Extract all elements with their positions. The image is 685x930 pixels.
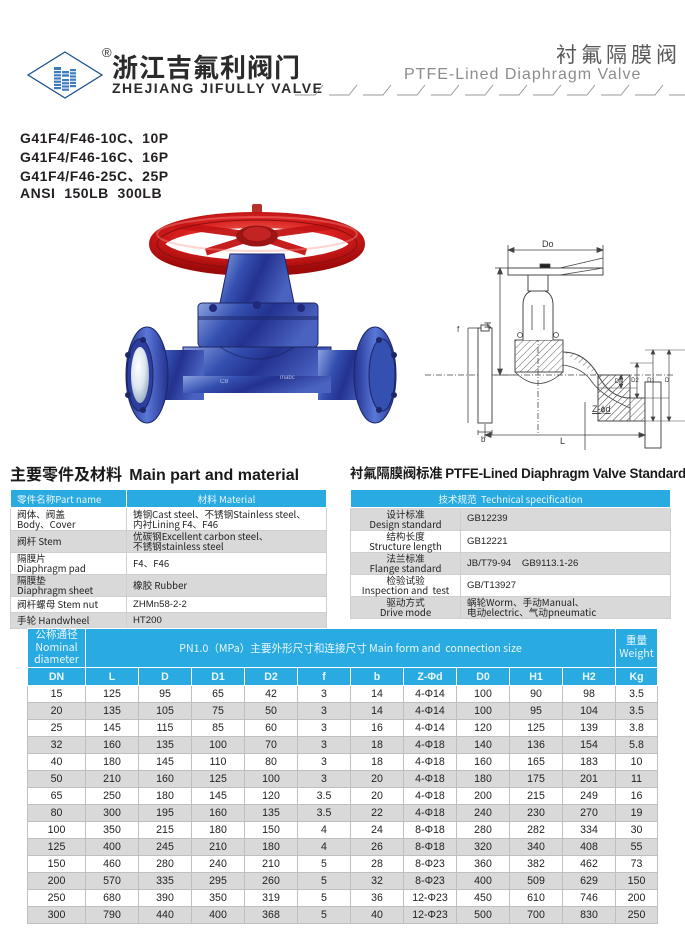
svg-text:L: L bbox=[560, 436, 565, 446]
svg-text:Do: Do bbox=[542, 239, 554, 249]
svg-text:D: D bbox=[665, 378, 670, 384]
svg-text:H: H bbox=[483, 322, 493, 329]
svg-text:Z-ϕd: Z-ϕd bbox=[592, 404, 611, 414]
svg-text:mabc: mabc bbox=[280, 375, 295, 381]
svg-text:CB: CB bbox=[220, 379, 228, 385]
svg-text:DN: DN bbox=[615, 379, 624, 385]
svg-text:D1: D1 bbox=[647, 378, 655, 384]
svg-text:D2: D2 bbox=[631, 378, 639, 384]
svg-text:f: f bbox=[457, 325, 460, 334]
